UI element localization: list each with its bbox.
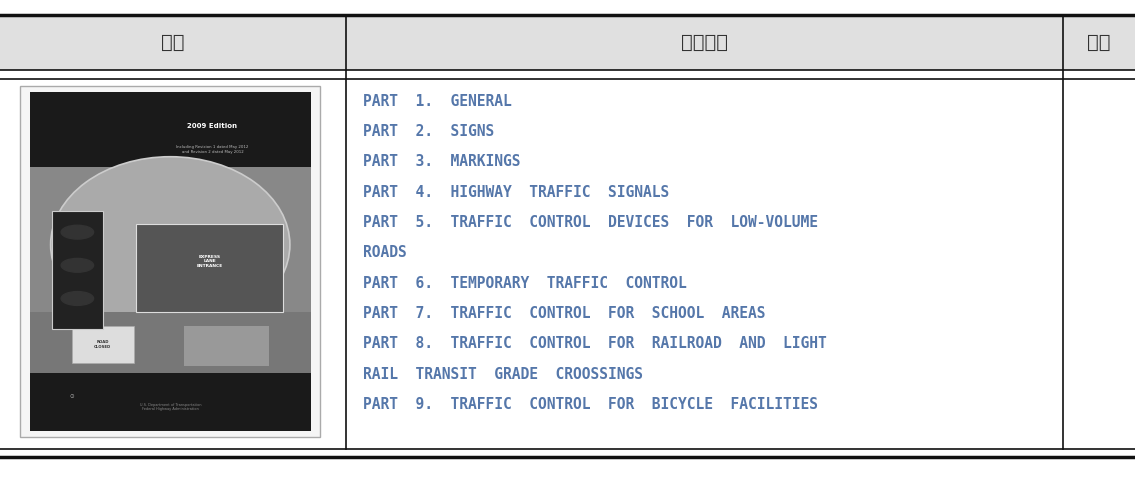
Bar: [184, 326, 269, 366]
Text: ⊙: ⊙: [69, 394, 74, 399]
Text: 구성내용: 구성내용: [681, 33, 729, 52]
Bar: [52, 211, 102, 329]
Text: PART  8.  TRAFFIC  CONTROL  FOR  RAILROAD  AND  LIGHT: PART 8. TRAFFIC CONTROL FOR RAILROAD AND…: [363, 336, 827, 351]
Bar: [30, 92, 311, 167]
Text: EXPRESS
LANE
ENTRANCE: EXPRESS LANE ENTRANCE: [196, 255, 222, 268]
Bar: [20, 86, 320, 437]
Bar: [0, 15, 1135, 70]
Circle shape: [61, 225, 93, 239]
Text: PART  5.  TRAFFIC  CONTROL  DEVICES  FOR  LOW-VOLUME: PART 5. TRAFFIC CONTROL DEVICES FOR LOW-…: [363, 215, 818, 230]
Bar: [72, 326, 134, 363]
Text: PART  2.  SIGNS: PART 2. SIGNS: [363, 124, 495, 139]
Text: PART  9.  TRAFFIC  CONTROL  FOR  BICYCLE  FACILITIES: PART 9. TRAFFIC CONTROL FOR BICYCLE FACI…: [363, 397, 818, 412]
Text: PART  6.  TEMPORARY  TRAFFIC  CONTROL: PART 6. TEMPORARY TRAFFIC CONTROL: [363, 276, 687, 291]
Circle shape: [61, 258, 93, 272]
Text: 2009 Edition: 2009 Edition: [187, 123, 237, 129]
Text: ROADS: ROADS: [363, 245, 407, 260]
Bar: [136, 225, 283, 312]
Text: PART  7.  TRAFFIC  CONTROL  FOR  SCHOOL  AREAS: PART 7. TRAFFIC CONTROL FOR SCHOOL AREAS: [363, 306, 766, 321]
Text: ROAD
CLOSED: ROAD CLOSED: [94, 340, 111, 349]
Text: PART  3.  MARKINGS: PART 3. MARKINGS: [363, 154, 521, 169]
Bar: [30, 312, 311, 373]
Text: 구분: 구분: [161, 33, 185, 52]
Text: PART  1.  GENERAL: PART 1. GENERAL: [363, 94, 512, 109]
Ellipse shape: [51, 157, 289, 333]
Bar: [153, 225, 187, 309]
Text: RAIL  TRANSIT  GRADE  CROOSSINGS: RAIL TRANSIT GRADE CROOSSINGS: [363, 366, 644, 381]
Text: 비고: 비고: [1087, 33, 1111, 52]
Text: Including Revision 1 dated May 2012
and Revision 2 dated May 2012: Including Revision 1 dated May 2012 and …: [176, 146, 249, 154]
Text: PART  4.  HIGHWAY  TRAFFIC  SIGNALS: PART 4. HIGHWAY TRAFFIC SIGNALS: [363, 185, 670, 200]
Bar: [30, 167, 311, 373]
Circle shape: [61, 291, 93, 305]
Text: U.S. Department of Transportation
Federal Highway Administration: U.S. Department of Transportation Federa…: [140, 403, 201, 411]
Bar: [30, 373, 311, 431]
